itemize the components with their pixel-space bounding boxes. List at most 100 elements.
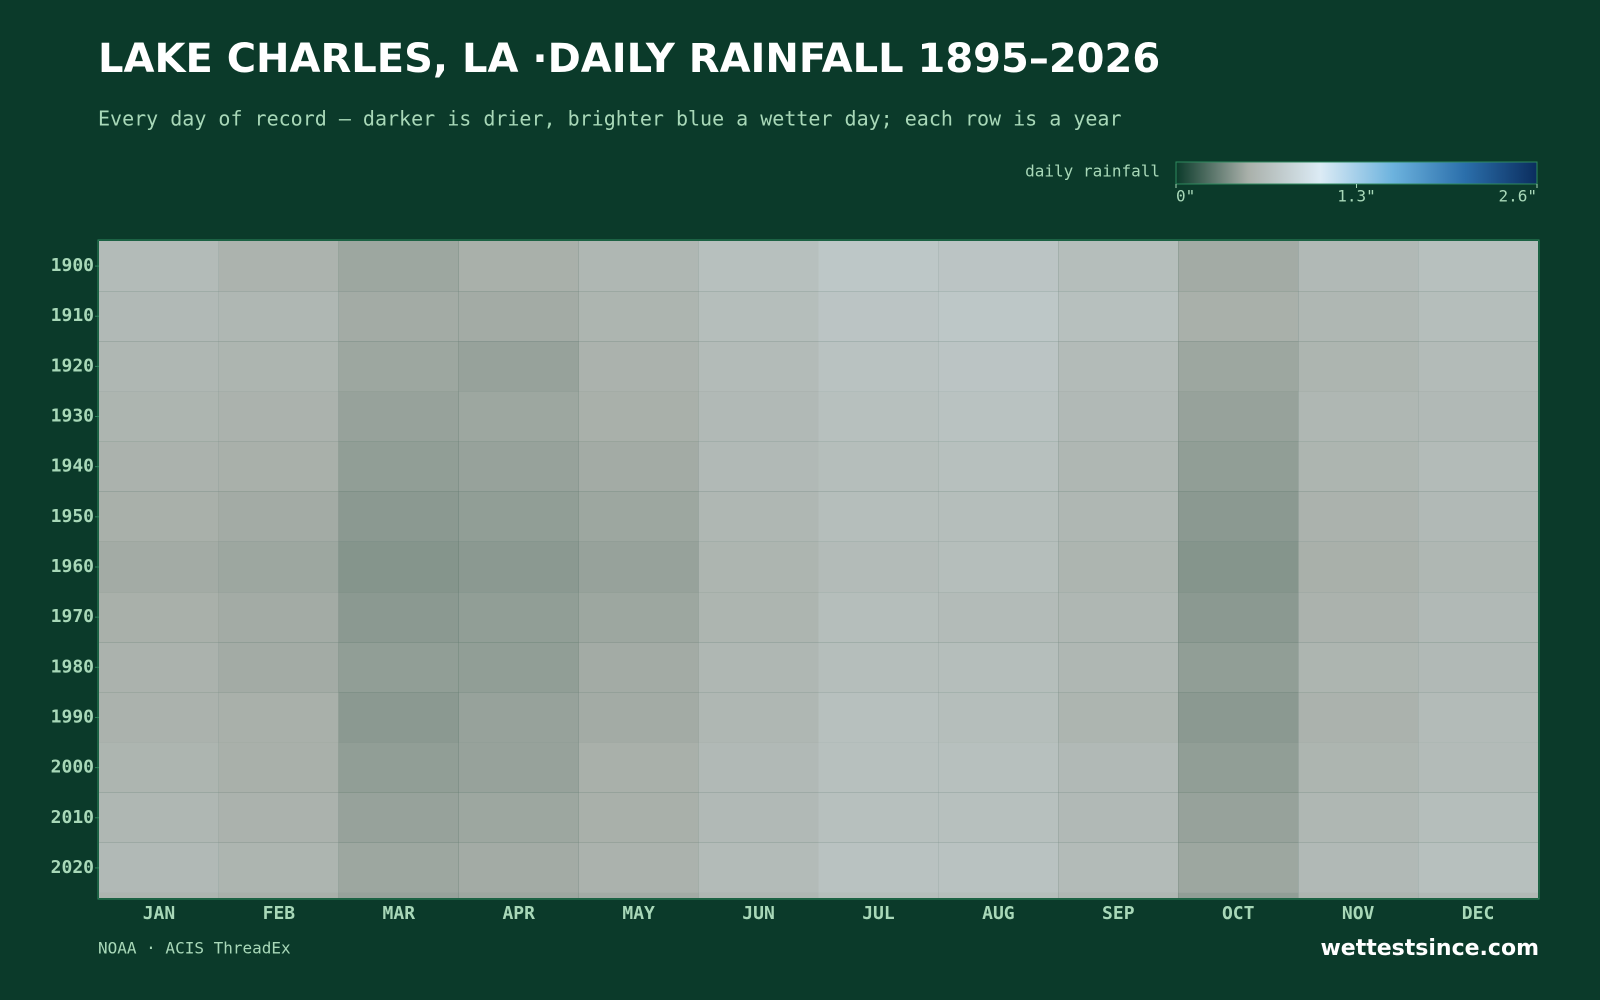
heat-cell — [578, 592, 699, 643]
heat-cell — [698, 592, 819, 643]
heat-cell — [218, 642, 339, 693]
heat-cell — [698, 291, 819, 342]
heat-cell — [338, 692, 459, 743]
heat-cell — [698, 241, 819, 292]
colorbar-tick-label: 2.6" — [1498, 187, 1537, 206]
heat-cell — [1418, 892, 1538, 898]
heat-cell — [1058, 842, 1179, 893]
heat-cell — [578, 692, 699, 743]
heat-cell — [1418, 441, 1538, 492]
x-tick-label: MAR — [383, 903, 416, 924]
heat-cell — [1178, 692, 1299, 743]
heat-cell — [458, 291, 579, 342]
heat-cell — [818, 241, 939, 292]
heat-cell — [458, 241, 579, 292]
heat-cell — [458, 441, 579, 492]
heat-cell — [218, 241, 339, 292]
heat-cell — [1298, 291, 1419, 342]
y-tick-label: 1940 — [51, 456, 94, 477]
heat-cell — [218, 692, 339, 743]
y-tick-label: 1910 — [51, 305, 94, 326]
heat-cell — [1418, 491, 1538, 542]
heat-cell — [338, 491, 459, 542]
heat-cell — [1298, 341, 1419, 392]
heat-cell — [458, 792, 579, 843]
x-tick-label: NOV — [1342, 903, 1375, 924]
heat-cell — [99, 792, 219, 843]
heat-cell — [818, 742, 939, 793]
heat-cell — [938, 592, 1059, 643]
heat-cell — [1178, 391, 1299, 442]
heat-cell — [1298, 592, 1419, 643]
heat-cell — [578, 241, 699, 292]
heat-cell — [99, 592, 219, 643]
y-tick-label: 2000 — [51, 757, 94, 778]
heat-cell — [99, 341, 219, 392]
heat-cell — [938, 742, 1059, 793]
heat-cell — [818, 692, 939, 743]
colorbar-label: daily rainfall — [1025, 162, 1160, 181]
colorbar — [1175, 161, 1538, 185]
heat-cell — [218, 391, 339, 442]
x-tick-label: APR — [502, 903, 535, 924]
heat-cell — [1298, 491, 1419, 542]
y-tick-label: 1990 — [51, 706, 94, 727]
heat-cell — [698, 892, 819, 898]
x-tick-label: JUL — [862, 903, 895, 924]
heat-cell — [578, 441, 699, 492]
heat-cell — [1298, 441, 1419, 492]
y-tick-label: 1920 — [51, 355, 94, 376]
heat-cell — [1058, 892, 1179, 898]
heat-cell — [698, 842, 819, 893]
heat-cell — [1418, 241, 1538, 292]
heat-cell — [1418, 842, 1538, 893]
heat-cell — [938, 842, 1059, 893]
heat-cell — [218, 291, 339, 342]
heat-cell — [458, 391, 579, 442]
heat-cell — [218, 792, 339, 843]
heat-cell — [698, 742, 819, 793]
heat-cell — [1178, 291, 1299, 342]
heat-cell — [1178, 892, 1299, 898]
heat-cell — [458, 642, 579, 693]
y-tick-label: 2010 — [51, 807, 94, 828]
heat-cell — [458, 592, 579, 643]
x-tick-label: MAY — [622, 903, 655, 924]
heat-cell — [1418, 541, 1538, 593]
heat-cell — [218, 441, 339, 492]
heat-cell — [458, 491, 579, 542]
heat-cell — [578, 341, 699, 392]
heat-cell — [1058, 541, 1179, 593]
heat-cell — [218, 892, 339, 898]
heat-cell — [818, 441, 939, 492]
heat-cell — [458, 742, 579, 793]
heat-cell — [1178, 441, 1299, 492]
heat-cell — [99, 692, 219, 743]
heat-cell — [99, 491, 219, 542]
x-tick-label: AUG — [982, 903, 1015, 924]
y-tick-label: 1960 — [51, 556, 94, 577]
heat-cell — [338, 892, 459, 898]
heat-cell — [99, 842, 219, 893]
heat-cell — [1178, 592, 1299, 643]
colorbar-tick-label: 1.3" — [1337, 187, 1376, 206]
heat-cell — [938, 692, 1059, 743]
heat-cell — [218, 341, 339, 392]
heat-cell — [338, 842, 459, 893]
heat-cell — [338, 541, 459, 593]
heat-cell — [1298, 241, 1419, 292]
heat-cell — [938, 391, 1059, 442]
heat-cell — [1058, 241, 1179, 292]
heat-cell — [818, 592, 939, 643]
brand: wettestsince.com — [1320, 936, 1539, 961]
heat-cell — [1058, 592, 1179, 643]
heat-cell — [818, 391, 939, 442]
heat-cell — [1058, 341, 1179, 392]
heat-cell — [338, 592, 459, 643]
heat-cell — [698, 692, 819, 743]
heat-cell — [1178, 341, 1299, 392]
heat-cell — [458, 341, 579, 392]
heat-cell — [818, 291, 939, 342]
x-tick-label: JAN — [143, 903, 176, 924]
